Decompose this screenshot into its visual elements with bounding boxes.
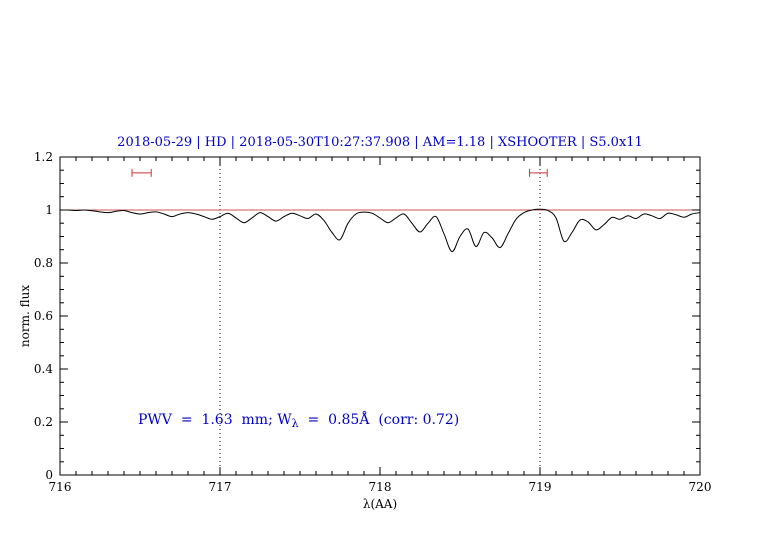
y-tick-label: 0.4 — [34, 362, 53, 376]
y-tick-label: 1.2 — [34, 150, 53, 164]
y-tick-label: 0.8 — [34, 256, 53, 270]
x-tick-label: 718 — [369, 480, 392, 494]
y-tick-label: 0 — [45, 468, 53, 482]
annotation-lambda-subscript: λ — [291, 417, 299, 430]
plot-title: 2018-05-29 | HD | 2018-05-30T10:27:37.90… — [117, 135, 643, 150]
x-tick-label: 716 — [49, 480, 72, 494]
pwv-annotation: PWV = 1.63 mm; Wλ = 0.85Å (corr: 0.72) — [138, 412, 459, 430]
y-axis-label: norm. flux — [18, 284, 32, 348]
y-tick-label: 0.2 — [34, 415, 53, 429]
annotation-text-right: = 0.85Å (corr: 0.72) — [298, 412, 460, 428]
x-tick-label: 717 — [209, 480, 232, 494]
y-tick-label: 0.6 — [34, 309, 53, 323]
annotation-text-left: PWV = 1.63 mm; W — [138, 412, 292, 428]
x-tick-label: 719 — [529, 480, 552, 494]
x-tick-label: 720 — [689, 480, 712, 494]
x-axis-label: λ(AA) — [362, 497, 398, 511]
y-tick-label: 1 — [45, 203, 53, 217]
spectrum-line — [59, 208, 701, 253]
